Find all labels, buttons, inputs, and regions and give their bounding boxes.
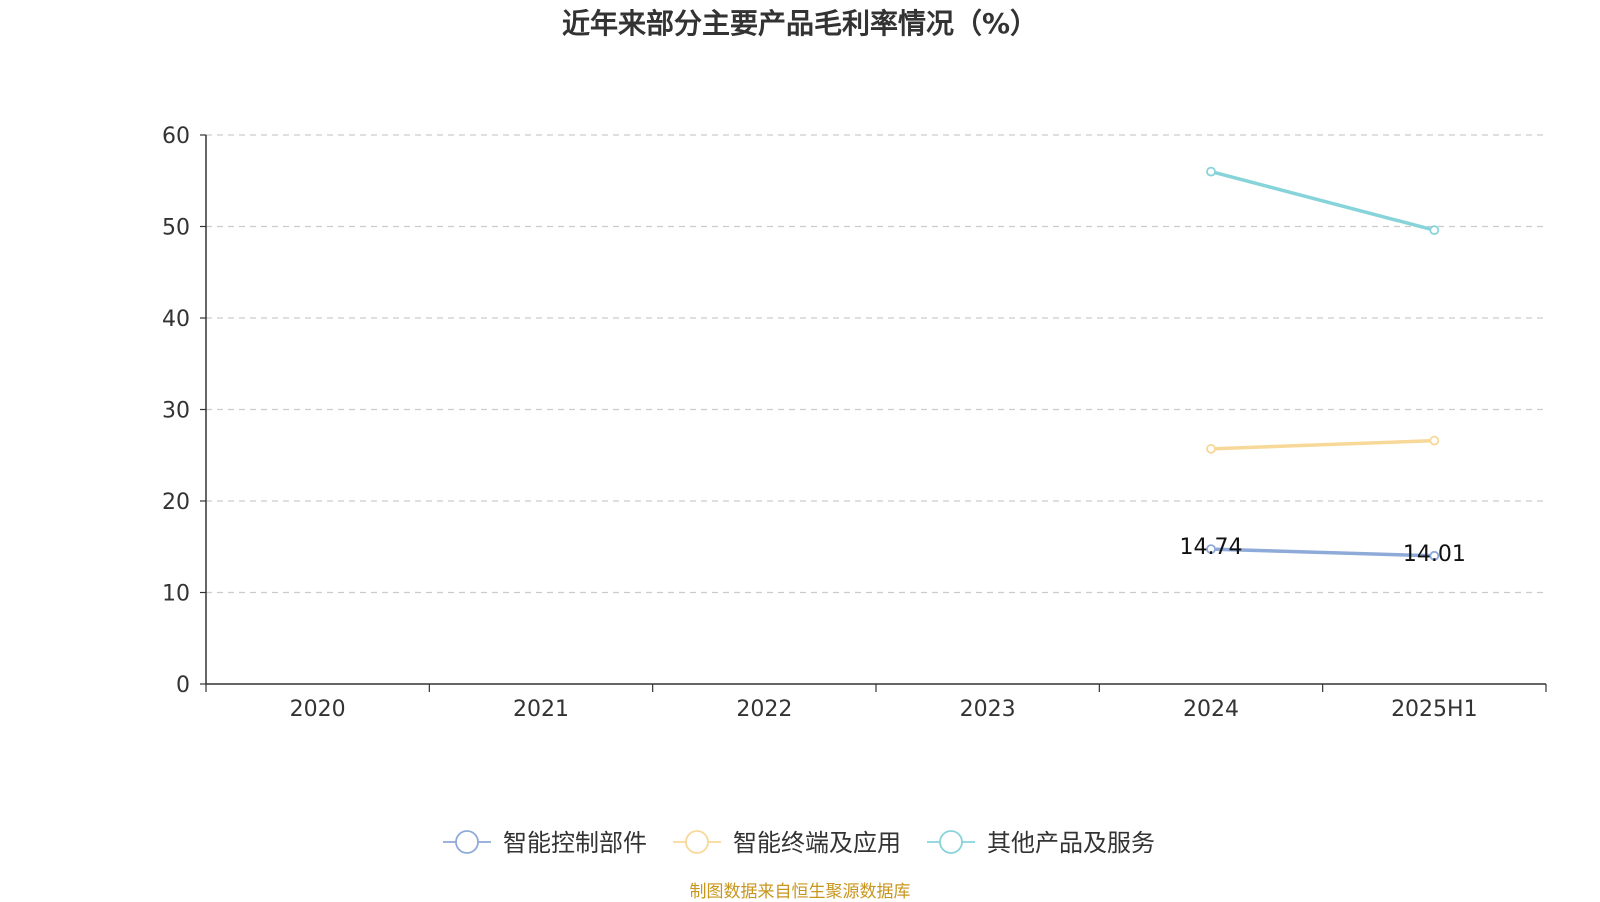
axes: 0 10 20 30 40 50 60 2020 2021 2022 2023 2024 2025H1 — [162, 124, 1547, 722]
y-tick-label: 30 — [162, 399, 190, 424]
y-tick-label: 20 — [162, 490, 190, 515]
series-line — [1210, 547, 1435, 558]
source-note: 制图数据来自恒生聚源数据库 — [689, 882, 911, 902]
x-tick-label: 2021 — [513, 697, 569, 722]
series-lines — [1206, 166, 1440, 561]
y-tick-label: 40 — [162, 307, 190, 332]
data-label: 14.01 — [1403, 542, 1466, 567]
legend-item[interactable]: 智能控制部件 — [443, 829, 647, 857]
x-tick-label: 2023 — [960, 697, 1016, 722]
data-point[interactable] — [1429, 225, 1440, 236]
data-point[interactable] — [1429, 435, 1440, 446]
data-label: 14.74 — [1180, 535, 1243, 560]
legend-label: 智能终端及应用 — [733, 829, 901, 857]
y-tick-label: 0 — [176, 673, 190, 698]
x-tick-label: 2022 — [736, 697, 792, 722]
legend-marker — [685, 830, 709, 854]
chart-title: 近年来部分主要产品毛利率情况（%） — [561, 7, 1039, 40]
y-tick-label: 60 — [162, 124, 190, 149]
data-point[interactable] — [1206, 166, 1216, 177]
legend-label: 其他产品及服务 — [987, 829, 1155, 857]
y-tick-label: 10 — [162, 582, 190, 607]
legend[interactable]: 智能控制部件 智能终端及应用 其他产品及服务 — [443, 829, 1155, 857]
gridlines — [206, 134, 1546, 594]
legend-marker — [455, 830, 479, 854]
data-point[interactable] — [1429, 550, 1440, 561]
legend-label: 智能控制部件 — [503, 829, 647, 857]
legend-marker — [939, 830, 963, 854]
series-line — [1210, 438, 1435, 451]
data-labels: 14.74 14.01 — [1180, 535, 1466, 567]
x-tick-label: 2020 — [290, 697, 346, 722]
legend-item[interactable]: 其他产品及服务 — [927, 829, 1155, 857]
data-point[interactable] — [1206, 544, 1216, 555]
x-tick-label: 2024 — [1183, 697, 1239, 722]
series-line — [1210, 169, 1435, 232]
y-tick-label: 50 — [162, 216, 190, 241]
legend-item[interactable]: 智能终端及应用 — [673, 829, 901, 857]
data-point[interactable] — [1206, 443, 1216, 454]
x-tick-label: 2025H1 — [1391, 697, 1478, 722]
